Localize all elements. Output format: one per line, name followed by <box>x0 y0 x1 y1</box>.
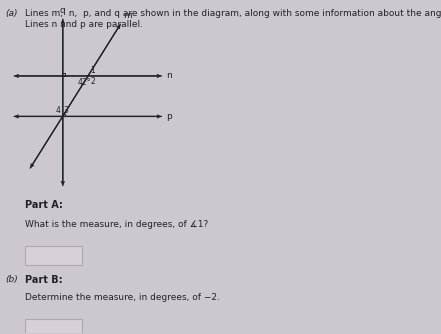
Text: 4: 4 <box>56 106 61 115</box>
Text: Part A:: Part A: <box>26 200 64 210</box>
Text: 3: 3 <box>64 106 68 115</box>
Text: Determine the measure, in degrees, of −2.: Determine the measure, in degrees, of −2… <box>26 293 220 302</box>
Text: (a): (a) <box>6 9 18 18</box>
Text: (b): (b) <box>6 275 19 284</box>
FancyBboxPatch shape <box>26 319 82 334</box>
Text: m: m <box>123 11 132 20</box>
FancyBboxPatch shape <box>26 246 82 265</box>
Text: What is the measure, in degrees, of ∡1?: What is the measure, in degrees, of ∡1? <box>26 220 209 229</box>
Text: n: n <box>166 71 172 80</box>
Text: Lines n and p are parallel.: Lines n and p are parallel. <box>26 20 143 29</box>
Text: 1: 1 <box>90 66 95 75</box>
Text: p: p <box>166 112 172 121</box>
Text: 42°: 42° <box>77 78 91 87</box>
Text: Lines m,  n,  p, and q are shown in the diagram, along with some information abo: Lines m, n, p, and q are shown in the di… <box>26 9 441 18</box>
Text: 2: 2 <box>90 77 95 86</box>
Text: q: q <box>60 6 66 15</box>
Text: Part B:: Part B: <box>26 275 63 285</box>
